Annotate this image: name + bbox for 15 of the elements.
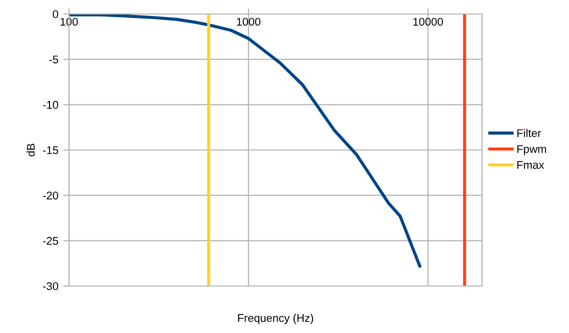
x-tick-label: 1000 [236,18,260,26]
y-tick-label: -10 [43,100,58,109]
x-axis-title: Frequency (Hz) [238,314,314,324]
y-tick-label: -5 [49,56,58,64]
y-tick-label: -25 [43,236,58,245]
x-tick-label: 10000 [413,18,443,26]
legend-label: Fpwm [517,145,546,156]
legend-label: Fmax [517,161,544,169]
legend-label: Filter [517,128,541,138]
y-tick-label: -30 [43,282,58,290]
y-tick-label: -20 [43,192,58,200]
y-tick-label: 0 [52,10,58,18]
y-axis-title: dB [26,144,35,156]
y-tick-label: -15 [43,146,58,154]
x-tick-label: 100 [60,18,78,26]
